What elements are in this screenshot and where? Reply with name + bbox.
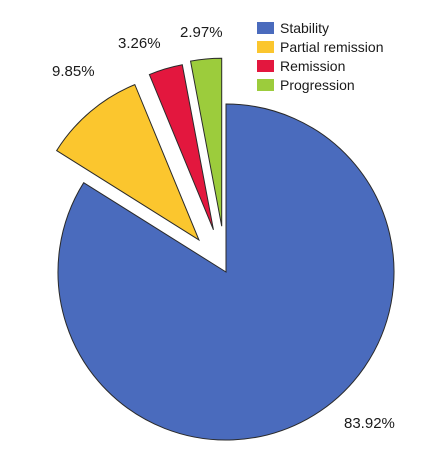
legend: Stability Partial remission Remission Progr…	[257, 20, 383, 93]
pct-label-partial-remission: 9.85%	[52, 63, 95, 80]
percentage-labels: 83.92% 9.85% 3.26% 2.97%	[52, 24, 395, 432]
pct-label-stability: 83.92%	[344, 415, 395, 432]
pie-slices	[55, 57, 395, 441]
pct-label-progression: 2.97%	[180, 24, 223, 41]
legend-label-remission: Remission	[280, 58, 345, 74]
legend-label-progression: Progression	[280, 77, 355, 93]
legend-swatch-partial-remission	[257, 41, 274, 53]
pie-slice-stability	[57, 103, 395, 441]
legend-label-stability: Stability	[280, 20, 329, 36]
pie-slice-partial-remission	[55, 83, 200, 242]
legend-swatch-stability	[257, 22, 274, 34]
legend-label-partial-remission: Partial remission	[280, 39, 383, 55]
pie-slice-progression	[189, 57, 223, 227]
pie-slice-remission	[148, 64, 214, 231]
legend-swatch-progression	[257, 79, 274, 91]
pct-label-remission: 3.26%	[118, 35, 161, 52]
legend-swatch-remission	[257, 60, 274, 72]
